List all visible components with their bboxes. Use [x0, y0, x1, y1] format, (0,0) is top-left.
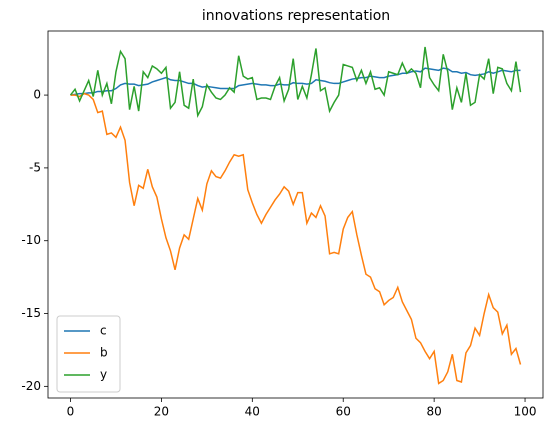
- x-tick-label: 0: [67, 405, 75, 419]
- x-tick-label: 20: [154, 405, 169, 419]
- x-tick-label: 60: [336, 405, 351, 419]
- legend-box: [56, 315, 121, 393]
- series-line: [70, 92, 522, 385]
- y-tick-label: -10: [21, 233, 41, 247]
- x-tick-label: 40: [245, 405, 260, 419]
- chart-title: innovations representation: [202, 8, 390, 24]
- legend-label: b: [100, 346, 108, 360]
- legend-label: c: [100, 324, 107, 338]
- legend-label: y: [100, 368, 107, 382]
- y-tick-label: -20: [21, 379, 41, 393]
- y-tick-label: 0: [33, 88, 41, 102]
- series-line: [69, 46, 522, 118]
- y-tick-label: -5: [29, 160, 41, 174]
- plot-frame: [47, 30, 544, 399]
- x-tick-label: 100: [514, 405, 537, 419]
- x-tick-label: 80: [426, 405, 441, 419]
- y-tick-label: -15: [21, 306, 41, 320]
